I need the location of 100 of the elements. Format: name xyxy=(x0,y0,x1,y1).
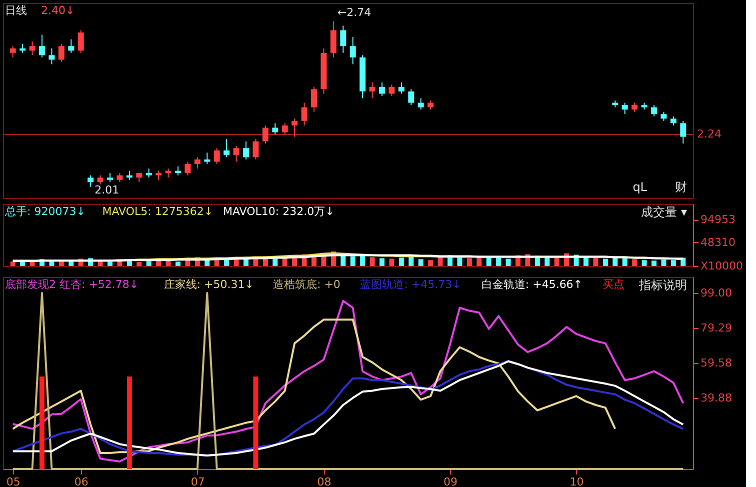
candlestick xyxy=(350,36,356,65)
candlestick xyxy=(78,30,84,54)
annotation: 2.01 xyxy=(94,184,120,197)
y-tick-label: 48310 xyxy=(700,236,736,249)
candlestick xyxy=(252,138,259,160)
y-tick-label: 79.29 xyxy=(700,322,732,335)
annotation: 成交量 ▾ xyxy=(641,205,687,219)
bar xyxy=(272,258,278,266)
candlestick xyxy=(670,116,676,126)
candlestick xyxy=(39,34,45,58)
bar xyxy=(10,262,16,266)
bar xyxy=(602,258,608,266)
y-tick-label: 39.88 xyxy=(700,392,732,405)
bar xyxy=(661,260,666,266)
bar xyxy=(428,260,434,266)
text: 蓝图轨道: +45.73↓ xyxy=(360,278,462,291)
bar xyxy=(457,257,462,266)
x-tick-label: 08 xyxy=(317,476,332,487)
candlestick xyxy=(243,140,249,160)
annotation: 财 xyxy=(675,180,687,194)
bar xyxy=(176,262,180,266)
bar xyxy=(58,262,64,266)
text: MAVOL5: 1275362↓ xyxy=(102,205,214,218)
candlestick xyxy=(10,46,16,58)
candlestick xyxy=(97,174,104,185)
candlestick xyxy=(369,82,376,99)
x-tick-label: 06 xyxy=(74,476,88,487)
chart-title: 日线 xyxy=(5,4,27,17)
bar xyxy=(389,258,394,266)
y-tick-label: X10000 xyxy=(700,260,744,272)
line-series xyxy=(12,360,684,456)
bar xyxy=(380,258,384,266)
candlestick xyxy=(632,102,638,112)
x-tick-label: 09 xyxy=(444,476,458,487)
bar xyxy=(370,257,375,266)
candlestick xyxy=(301,102,308,126)
line-series xyxy=(12,318,616,454)
text: MAVOL10: 232.0万↓ xyxy=(223,205,334,218)
candlestick xyxy=(88,174,94,188)
candlestick xyxy=(224,138,230,158)
text: 底部发现2 红杏: +52.78↓ xyxy=(5,278,139,291)
bar xyxy=(204,260,210,266)
bar xyxy=(108,262,112,266)
candlestick xyxy=(292,118,298,138)
candlestick xyxy=(233,145,240,162)
candlestick xyxy=(330,20,336,58)
candlestick xyxy=(379,82,385,96)
candlestick xyxy=(398,82,404,94)
candlestick xyxy=(48,48,55,65)
ref-line-label: 2.24 xyxy=(697,128,722,141)
bar xyxy=(398,258,404,266)
annotation: ←2.74 xyxy=(337,6,372,20)
bar xyxy=(652,260,656,266)
y-tick-label: 99.00 xyxy=(700,286,732,300)
candlestick xyxy=(262,124,268,144)
candlestick xyxy=(116,172,123,183)
bar xyxy=(466,258,472,266)
candlestick xyxy=(272,122,278,136)
chart-subtitle: 2.40↓ xyxy=(41,4,75,17)
bar xyxy=(350,256,356,266)
candlestick xyxy=(136,172,142,183)
bar xyxy=(253,258,258,266)
candlestick xyxy=(680,120,686,144)
bar xyxy=(408,256,414,266)
candlestick xyxy=(146,168,152,178)
candlestick xyxy=(194,156,200,170)
candlestick xyxy=(68,38,74,54)
candlestick xyxy=(58,43,64,62)
annotation: 指标说明 xyxy=(638,278,687,292)
candlestick xyxy=(311,86,317,112)
bar xyxy=(506,258,511,266)
text: 总手: 920073↓ xyxy=(4,205,86,218)
text: 买点 xyxy=(602,278,625,291)
candlestick xyxy=(214,148,220,164)
candlestick xyxy=(29,41,36,56)
candlestick xyxy=(388,84,395,96)
x-tick-label: 07 xyxy=(190,476,205,487)
bar xyxy=(136,262,142,266)
bar xyxy=(418,259,424,266)
y-tick-label: 59.58 xyxy=(700,356,732,370)
bar xyxy=(622,258,628,266)
bar xyxy=(593,258,598,266)
candlestick xyxy=(418,98,424,110)
x-tick-label: 10 xyxy=(570,476,584,487)
candlestick xyxy=(340,25,346,54)
candlestick xyxy=(408,88,414,106)
bar xyxy=(496,258,502,266)
candlestick xyxy=(282,122,288,136)
x-tick-label: 05 xyxy=(6,476,20,487)
bar xyxy=(670,260,676,266)
text: 造梏筑底: +0 xyxy=(273,278,340,291)
candlestick xyxy=(184,161,191,176)
bar xyxy=(146,261,152,266)
bar xyxy=(642,260,647,266)
candlestick xyxy=(107,172,113,183)
bar xyxy=(632,259,638,266)
candlestick xyxy=(660,111,667,122)
bar xyxy=(544,257,550,266)
text: 白金轨道: +45.66↑ xyxy=(481,278,583,291)
bar xyxy=(98,261,103,266)
